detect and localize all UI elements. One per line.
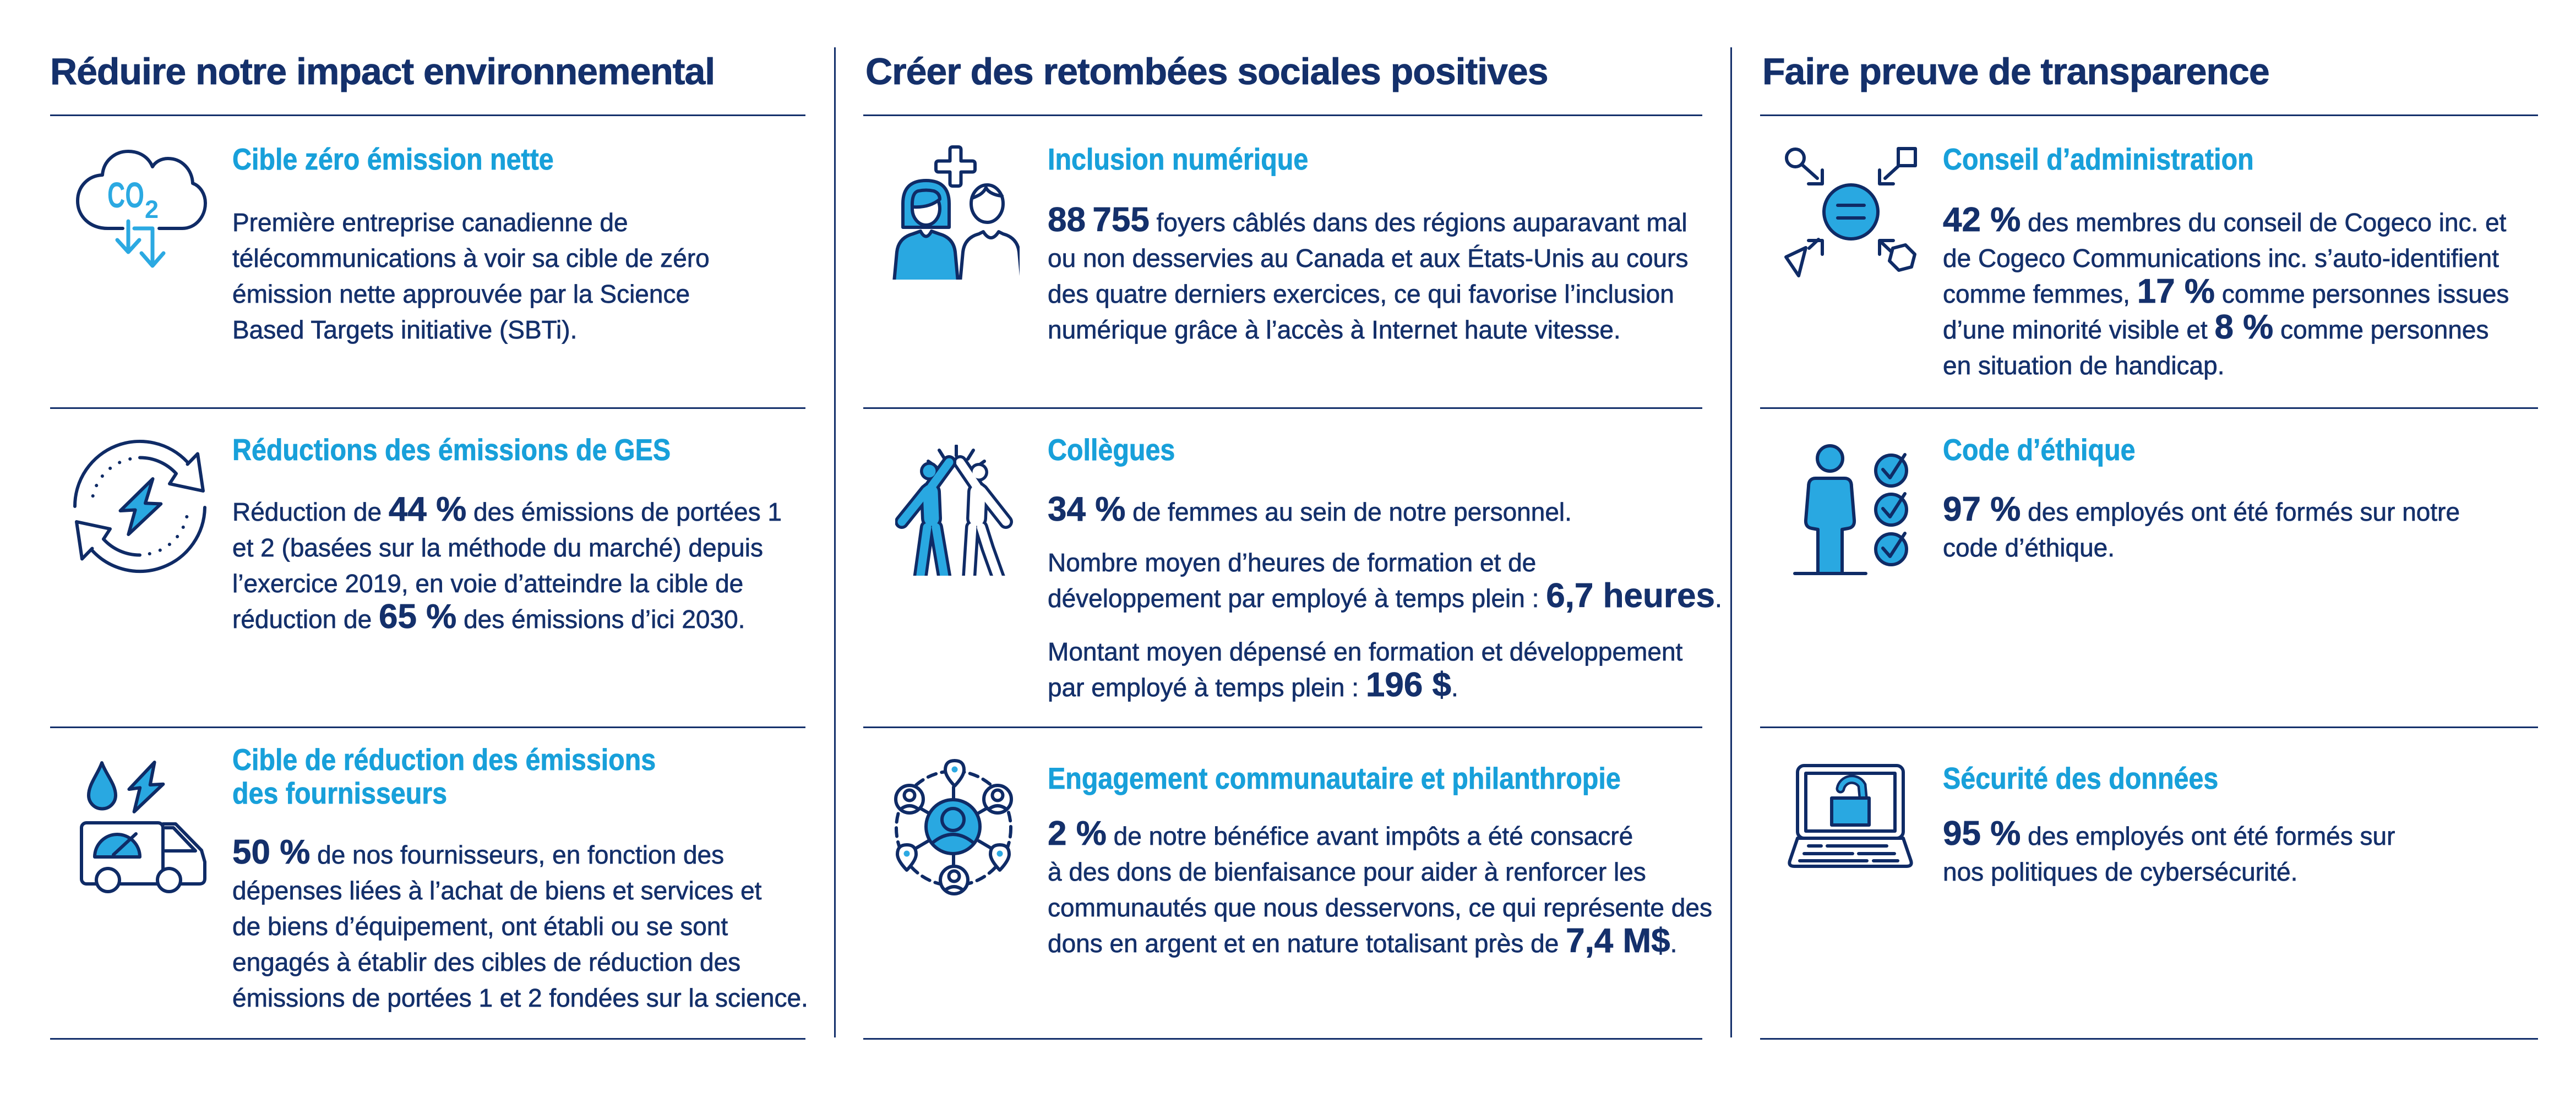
svg-text:CO: CO — [107, 174, 144, 215]
svg-text:2: 2 — [145, 195, 159, 223]
